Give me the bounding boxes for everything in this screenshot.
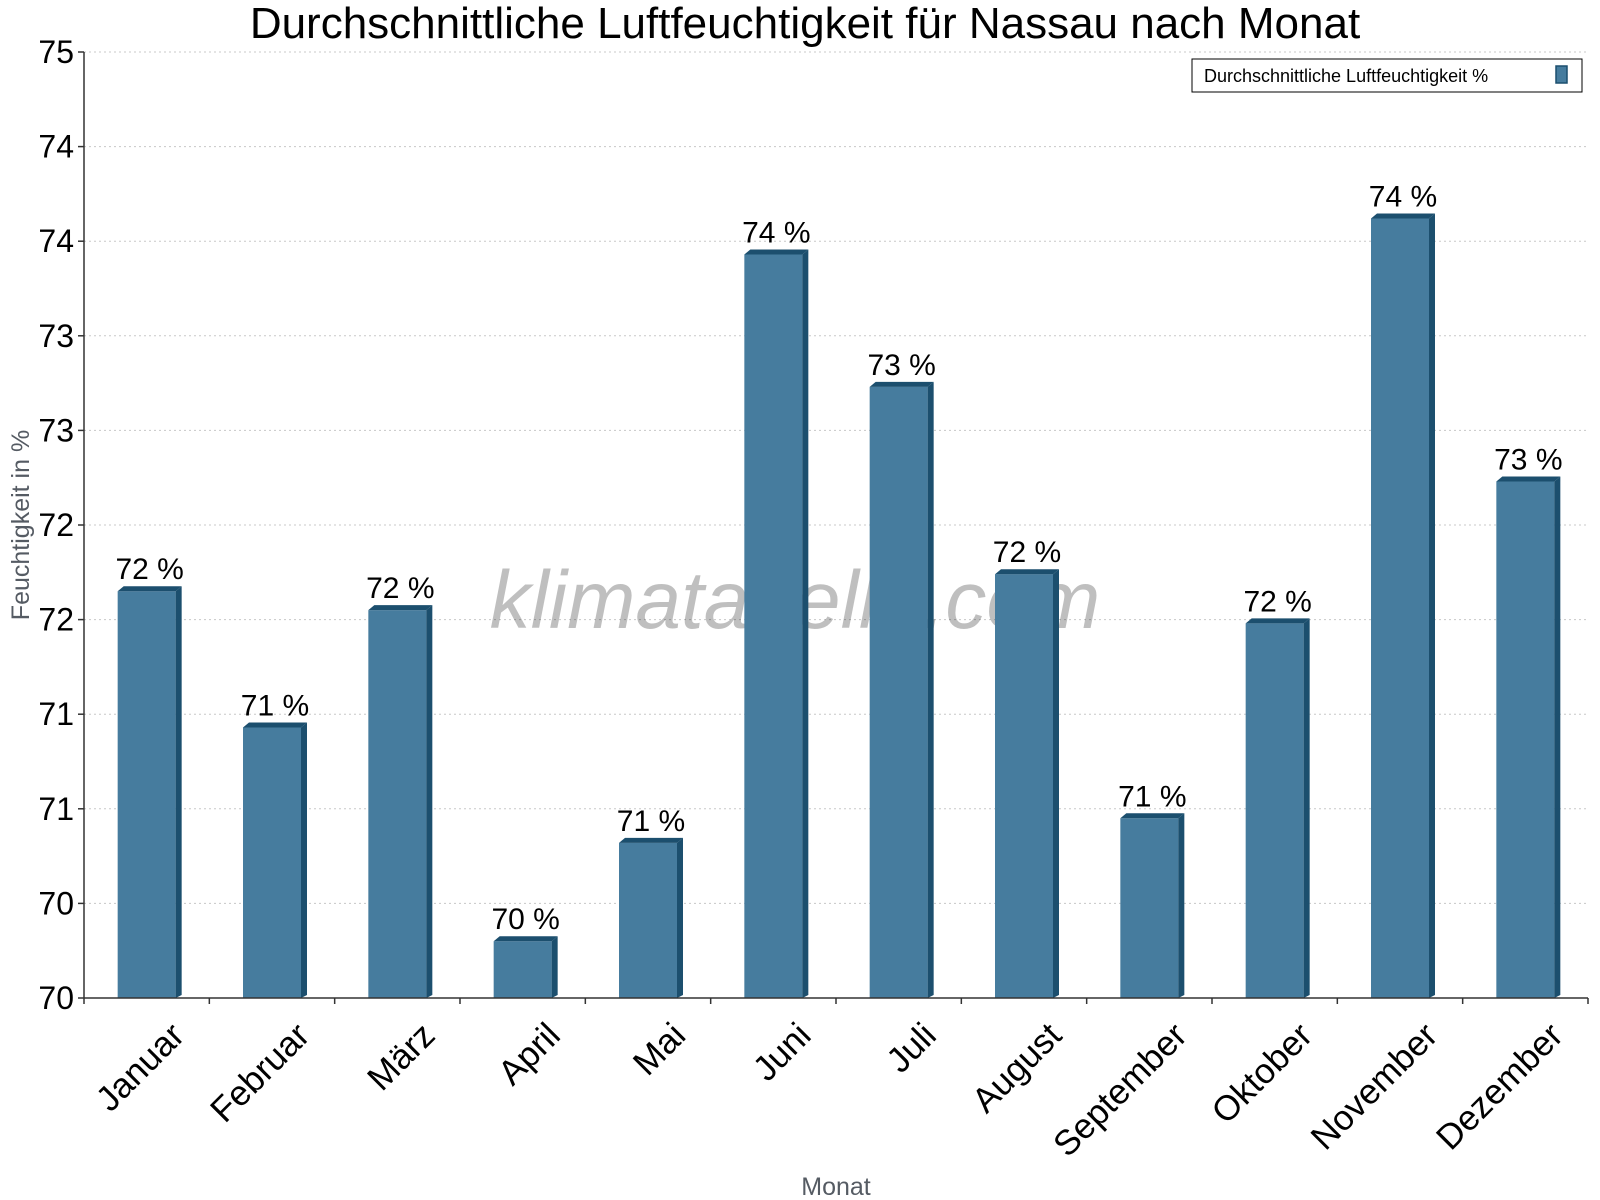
- y-tick-label: 73: [38, 412, 74, 448]
- bar-face: [1371, 218, 1429, 999]
- bar: [619, 837, 683, 998]
- bar-face: [117, 591, 176, 998]
- bar-face: [243, 727, 301, 998]
- bar: [243, 722, 307, 998]
- data-label: 71 %: [1118, 780, 1186, 813]
- bar-side: [927, 381, 934, 998]
- y-tick-label: 73: [38, 318, 74, 354]
- bar-face: [869, 386, 928, 998]
- y-tick-label: 71: [38, 696, 74, 732]
- legend: Durchschnittliche Luftfeuchtigkeit %: [1191, 58, 1583, 93]
- bar-top: [619, 837, 683, 843]
- bar: [869, 381, 934, 998]
- data-label: 72 %: [366, 572, 434, 605]
- data-label: 73 %: [1494, 443, 1562, 476]
- bar-side: [426, 605, 433, 998]
- x-tick-label: Oktober: [1204, 1015, 1320, 1131]
- bar-side: [1303, 618, 1310, 998]
- bar-top: [243, 722, 307, 728]
- bar-top: [869, 381, 934, 387]
- bar-top: [368, 605, 433, 611]
- bar-side: [802, 249, 809, 999]
- bar-side: [301, 722, 307, 998]
- bar: [1245, 618, 1310, 998]
- bar-top: [744, 249, 809, 255]
- bar: [1371, 213, 1435, 999]
- x-tick-label: März: [360, 1016, 443, 1099]
- x-tick-label: Mai: [626, 1016, 693, 1083]
- bar-side: [1429, 213, 1435, 999]
- bar-face: [995, 574, 1053, 998]
- bar-side: [551, 936, 558, 998]
- x-tick-label: Dezember: [1429, 1015, 1571, 1157]
- y-tick-label: 70: [38, 980, 74, 1016]
- y-axis-title: Feuchtigkeit in %: [7, 430, 35, 620]
- bar-top: [995, 569, 1059, 575]
- bar-side: [1554, 476, 1561, 998]
- bar-top: [117, 586, 182, 592]
- bar: [493, 936, 558, 998]
- bar: [368, 605, 433, 998]
- y-tick-label: 74: [38, 223, 74, 259]
- x-axis-ticks: Januar Februar März April Mai Juni Juli AugustS…: [83, 998, 1589, 1164]
- bar: [1120, 813, 1185, 998]
- x-axis-title: Monat: [801, 1173, 871, 1200]
- bar-face: [368, 610, 427, 998]
- bar-side: [1053, 569, 1059, 998]
- y-axis-ticks: 70 70 71 71 72 72 73 73 74 74 75: [38, 34, 84, 1016]
- bar-top: [1496, 476, 1561, 482]
- bar-top: [493, 936, 558, 942]
- x-tick-label: September: [1046, 1015, 1195, 1164]
- bar: [995, 569, 1059, 998]
- data-label: 71 %: [617, 805, 685, 838]
- x-tick-label: Juni: [746, 1016, 819, 1089]
- bar-face: [1496, 481, 1555, 998]
- bar-top: [1120, 813, 1185, 819]
- data-label: 72 %: [993, 536, 1061, 569]
- data-label: 74 %: [742, 216, 810, 249]
- bar-face: [619, 842, 677, 998]
- data-label: 71 %: [241, 689, 309, 722]
- bar-side: [175, 586, 182, 998]
- grid-lines: [84, 51, 1588, 904]
- y-tick-label: 71: [38, 791, 74, 827]
- data-label: 70 %: [491, 903, 559, 936]
- bars: [117, 213, 1561, 999]
- bar-side: [1178, 813, 1185, 998]
- x-tick-label: April: [491, 1016, 568, 1093]
- x-tick-label: Januar: [89, 1015, 192, 1118]
- bar-top: [1245, 618, 1310, 624]
- bar: [744, 249, 809, 999]
- bar: [117, 586, 182, 998]
- y-tick-label: 74: [38, 129, 74, 165]
- x-tick-label: Juli: [879, 1016, 944, 1081]
- data-labels: 72 % 71 % 72 % 70 % 71 % 74 % 73 % 72 % 71 % 72 %…: [115, 180, 1562, 936]
- y-tick-label: 72: [38, 602, 74, 638]
- bar-face: [493, 941, 552, 998]
- bar-face: [1120, 818, 1179, 998]
- bar-face: [744, 254, 803, 999]
- x-tick-label: Februar: [203, 1015, 317, 1129]
- bar: [1496, 476, 1561, 998]
- data-label: 74 %: [1369, 180, 1437, 213]
- y-tick-label: 70: [38, 885, 74, 921]
- data-label: 72 %: [1243, 585, 1311, 618]
- bar-top: [1371, 213, 1435, 219]
- legend-swatch: [1555, 65, 1568, 84]
- legend-label: Durchschnittliche Luftfeuchtigkeit %: [1204, 66, 1488, 86]
- bar-face: [1245, 623, 1304, 998]
- x-tick-label: November: [1303, 1015, 1445, 1157]
- data-label: 73 %: [867, 349, 935, 382]
- data-label: 72 %: [115, 553, 183, 586]
- legend-box: [1191, 58, 1583, 93]
- x-tick-label: August: [965, 1015, 1070, 1120]
- chart-title: Durchschnittliche Luftfeuchtigkeit für N…: [250, 0, 1360, 48]
- y-tick-label: 75: [38, 34, 74, 70]
- y-tick-label: 72: [38, 507, 74, 543]
- bar-side: [677, 837, 683, 998]
